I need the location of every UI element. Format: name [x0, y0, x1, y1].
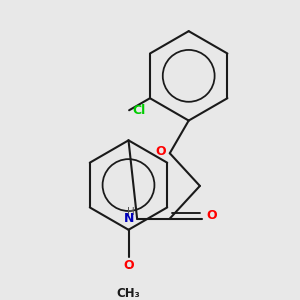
- Text: CH₃: CH₃: [117, 286, 140, 299]
- Text: H: H: [127, 207, 134, 217]
- Text: O: O: [123, 259, 134, 272]
- Text: O: O: [156, 145, 166, 158]
- Text: O: O: [207, 209, 218, 222]
- Text: N: N: [124, 212, 134, 225]
- Text: Cl: Cl: [133, 104, 146, 117]
